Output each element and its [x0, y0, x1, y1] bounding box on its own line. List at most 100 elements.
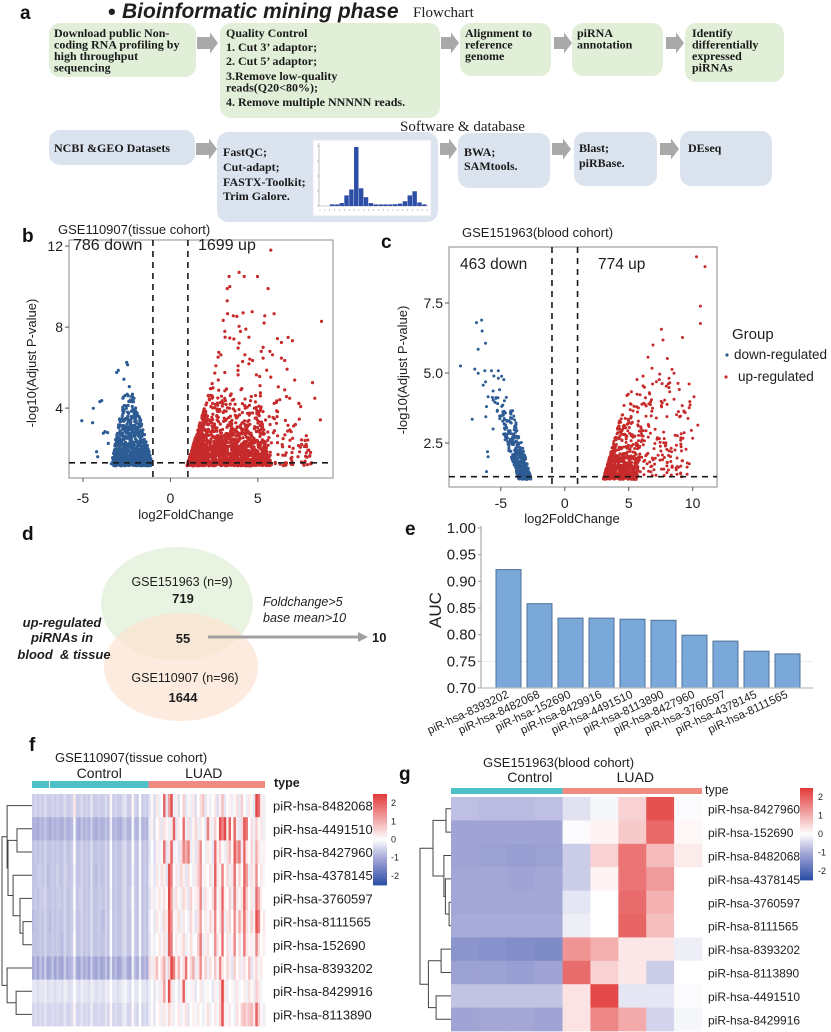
data-point	[221, 449, 226, 453]
heatmap-cell	[61, 1002, 64, 1027]
heatmap-cell	[167, 933, 171, 957]
heatmap-cell	[39, 956, 43, 980]
data-point	[313, 396, 317, 400]
heatmap-cell	[182, 817, 186, 841]
heatmap-cell	[175, 794, 178, 818]
heatmap-cell	[262, 956, 266, 980]
heatmap-cell	[155, 979, 159, 1004]
heatmap-cell	[68, 956, 72, 980]
heatmap-cell	[204, 933, 208, 957]
heatmap-cell	[153, 910, 157, 934]
data-point	[614, 438, 618, 442]
data-point	[106, 441, 110, 445]
heatmap-cell	[61, 979, 64, 1004]
heatmap-cell	[160, 886, 164, 911]
heatmap-cell	[114, 910, 118, 934]
heatmap-cell	[170, 817, 174, 841]
heatmap-cell	[182, 794, 186, 818]
data-point	[658, 372, 662, 376]
heatmap-cell	[243, 817, 246, 841]
data-point	[519, 441, 523, 444]
data-point	[523, 458, 526, 462]
data-point	[210, 382, 214, 386]
heatmap-cell	[257, 863, 261, 888]
data-point	[206, 459, 210, 464]
heatmap-cell	[172, 979, 176, 1004]
data-point	[141, 455, 145, 459]
data-point	[209, 421, 214, 425]
heatmap-cell	[235, 979, 239, 1004]
heatmap-cell	[41, 910, 45, 934]
heatmap-cell	[133, 1002, 137, 1027]
heatmap-cell	[80, 910, 84, 934]
data-point	[216, 378, 220, 382]
heatmap-cell	[180, 794, 183, 818]
y-tick-label: 2.5	[424, 435, 444, 451]
heatmap-cell	[36, 979, 40, 1004]
data-point	[237, 437, 241, 441]
step-text-line: Blast;	[579, 141, 609, 155]
row-label: piR-hsa-8482068	[273, 799, 373, 814]
data-point	[125, 416, 129, 420]
legend-color-step	[373, 863, 387, 866]
heatmap-cell	[53, 840, 57, 864]
x-tick-label: -5	[495, 495, 508, 511]
heatmap-cell	[90, 840, 94, 864]
data-point	[516, 458, 519, 462]
heatmap-cell	[192, 979, 195, 1004]
heatmap-cell	[68, 979, 72, 1004]
heatmap-cell	[82, 956, 86, 980]
heatmap-cell	[70, 1002, 74, 1027]
heatmap-cell	[143, 979, 147, 1004]
data-point	[304, 434, 308, 438]
x-axis-label: log2FoldChange	[138, 507, 233, 522]
heatmap-cell	[104, 863, 108, 888]
data-point	[490, 369, 493, 373]
data-point	[206, 417, 210, 422]
heatmap-cell	[192, 863, 195, 888]
heatmap-cell	[155, 1002, 159, 1027]
heatmap-cell	[80, 817, 84, 841]
data-point	[195, 455, 199, 459]
heatmap-cell	[204, 863, 208, 888]
legend-color-step	[373, 873, 387, 876]
data-point	[251, 458, 255, 462]
group-annotation-bar	[49, 781, 149, 788]
group-label: LUAD	[185, 765, 222, 781]
heatmap-cell	[114, 840, 118, 864]
heatmap-cell	[209, 817, 212, 841]
heatmap-cell	[61, 794, 64, 818]
heatmap-cell	[126, 1002, 130, 1027]
data-point	[276, 452, 280, 457]
data-point	[131, 407, 135, 411]
data-point	[255, 274, 260, 279]
data-point	[669, 446, 673, 450]
heatmap-cell	[233, 910, 237, 934]
heatmap-cell	[102, 956, 106, 980]
heatmap-cell	[167, 910, 171, 934]
data-point	[223, 459, 227, 463]
heatmap-cell	[73, 794, 77, 818]
heatmap-cell	[192, 794, 195, 818]
heatmap-cell	[116, 979, 120, 1004]
heatmap-cell	[163, 863, 166, 888]
data-point	[632, 472, 636, 476]
heatmap-cell	[206, 794, 210, 818]
histogram-bar	[349, 189, 354, 206]
legend-color-step	[373, 825, 387, 829]
heatmap-cell	[233, 1002, 237, 1027]
data-point	[236, 444, 240, 448]
histogram-bar	[378, 204, 383, 206]
heatmap-cell	[248, 817, 251, 841]
data-point	[206, 393, 210, 398]
data-point	[135, 446, 139, 450]
data-point	[263, 418, 268, 422]
heatmap-cell	[97, 886, 101, 911]
data-point	[673, 433, 677, 437]
heatmap-cell	[257, 840, 261, 864]
heatmap-cell	[240, 863, 244, 888]
data-point	[202, 408, 206, 412]
y-tick-label: 0.85	[447, 600, 476, 617]
data-point	[216, 409, 220, 413]
